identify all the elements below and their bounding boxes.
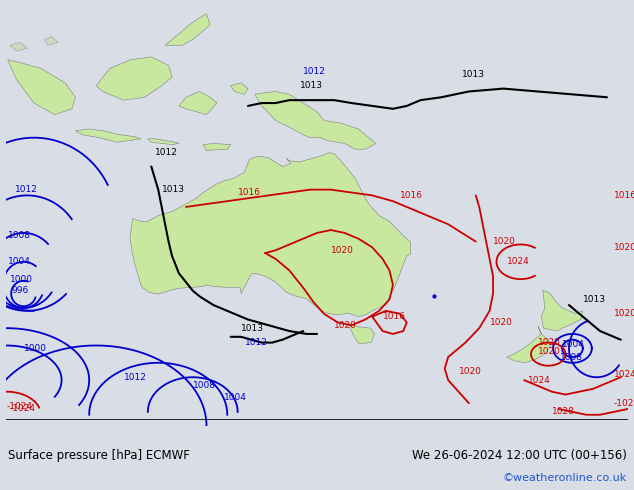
- Text: 1016: 1016: [238, 188, 261, 197]
- Polygon shape: [10, 43, 27, 51]
- Text: 1000: 1000: [10, 274, 33, 284]
- Text: 1024: 1024: [507, 257, 529, 266]
- Polygon shape: [203, 144, 231, 150]
- Text: 1013: 1013: [300, 81, 323, 90]
- Text: 1000: 1000: [23, 344, 46, 353]
- Text: 1020: 1020: [614, 243, 634, 252]
- Polygon shape: [8, 60, 75, 115]
- Text: -1024: -1024: [10, 404, 36, 414]
- Polygon shape: [165, 14, 210, 45]
- Text: 1016: 1016: [614, 191, 634, 200]
- Text: 996: 996: [12, 286, 29, 295]
- Text: 1020: 1020: [489, 318, 512, 327]
- Polygon shape: [255, 92, 376, 149]
- Text: We 26-06-2024 12:00 UTC (00+156): We 26-06-2024 12:00 UTC (00+156): [411, 449, 626, 463]
- Text: 1020: 1020: [614, 309, 634, 318]
- Polygon shape: [130, 153, 411, 317]
- Text: 1012: 1012: [155, 147, 178, 157]
- Text: 1012: 1012: [15, 185, 37, 194]
- Text: 1013: 1013: [162, 185, 184, 194]
- Text: 1012: 1012: [245, 338, 268, 347]
- Text: 1020: 1020: [334, 321, 357, 330]
- Text: 1020: 1020: [458, 367, 481, 376]
- Text: 1020: 1020: [493, 237, 516, 246]
- Text: 1020: 1020: [538, 347, 561, 356]
- Text: 1016: 1016: [382, 312, 406, 321]
- Polygon shape: [44, 37, 58, 45]
- Text: 1008: 1008: [560, 352, 583, 362]
- Text: 1024: 1024: [614, 370, 634, 379]
- Text: 1020: 1020: [331, 246, 354, 255]
- Text: 1020: 1020: [538, 338, 561, 347]
- Text: 1013: 1013: [241, 324, 264, 333]
- Text: Surface pressure [hPa] ECMWF: Surface pressure [hPa] ECMWF: [8, 449, 190, 463]
- Polygon shape: [231, 83, 248, 95]
- Text: 1013: 1013: [462, 70, 485, 79]
- Text: -1024: -1024: [6, 402, 32, 411]
- Text: 1008: 1008: [8, 231, 30, 240]
- Text: 1004: 1004: [562, 340, 585, 349]
- Polygon shape: [148, 139, 179, 145]
- Text: ©weatheronline.co.uk: ©weatheronline.co.uk: [502, 473, 626, 483]
- Text: 1004: 1004: [224, 393, 247, 402]
- Text: 1013: 1013: [583, 295, 605, 304]
- Text: -1024: -1024: [614, 399, 634, 408]
- Text: 1008: 1008: [193, 381, 216, 391]
- Text: 1004: 1004: [8, 257, 30, 266]
- Text: 1024: 1024: [527, 376, 550, 385]
- Polygon shape: [75, 129, 141, 142]
- Polygon shape: [349, 325, 374, 343]
- Text: 1028: 1028: [552, 407, 574, 416]
- Text: 1012: 1012: [124, 373, 146, 382]
- Polygon shape: [541, 290, 583, 330]
- Polygon shape: [96, 57, 172, 100]
- Text: 1016: 1016: [400, 191, 423, 200]
- Polygon shape: [179, 92, 217, 115]
- Polygon shape: [507, 326, 550, 363]
- Text: 1012: 1012: [303, 67, 326, 76]
